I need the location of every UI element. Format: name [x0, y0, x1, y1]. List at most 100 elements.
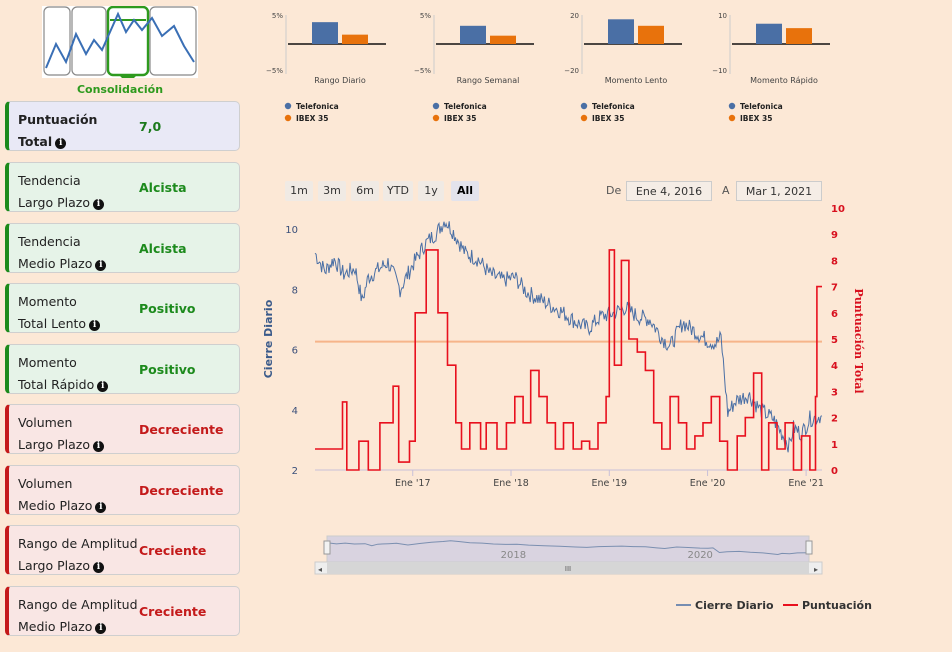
- range-button-6m[interactable]: 6m: [351, 181, 379, 201]
- y2-tick-label: 8: [831, 256, 838, 267]
- info-icon[interactable]: i: [95, 260, 107, 271]
- scroll-right-icon[interactable]: ▸: [814, 565, 818, 574]
- score-card-6: Volumen Medio Plazo i Decreciente: [5, 465, 240, 515]
- score-card-label: Tendencia Largo Plazo i: [18, 170, 104, 214]
- mini-bar-ibex[interactable]: [342, 34, 368, 44]
- navigator-right-handle[interactable]: [805, 540, 813, 555]
- info-icon[interactable]: i: [55, 138, 67, 149]
- mini-ytick-bottom: −20: [564, 67, 579, 75]
- score-card-label-line2: Largo Plazo: [18, 437, 90, 452]
- mini-chart-title: Momento Lento: [605, 76, 668, 85]
- mini-bar-telefonica[interactable]: [312, 22, 338, 44]
- x-tick-label: Ene '18: [493, 478, 529, 489]
- series-puntuacion[interactable]: [315, 249, 822, 471]
- score-card-label-line2: Total: [18, 134, 53, 149]
- to-date-input[interactable]: Mar 1, 2021: [736, 181, 822, 201]
- info-icon[interactable]: i: [97, 381, 109, 392]
- legend-label-telefonica[interactable]: Telefonica: [444, 102, 487, 111]
- y-tick-label: 6: [292, 346, 298, 357]
- info-icon[interactable]: i: [92, 441, 104, 452]
- y2-tick-label: 7: [831, 283, 838, 294]
- series-cierre-diario[interactable]: [314, 221, 823, 453]
- info-icon[interactable]: i: [95, 502, 107, 513]
- score-card-value: Alcista: [139, 240, 187, 256]
- navigator-series: [326, 540, 810, 556]
- score-card-label-line2: Medio Plazo: [18, 619, 93, 634]
- range-button-all[interactable]: All: [451, 181, 479, 201]
- mini-bar-ibex[interactable]: [786, 28, 812, 44]
- mini-bar-chart-0: 5% −5% Rango Diario Telefonica IBEX 35: [266, 12, 386, 123]
- y2-axis-title: Puntuación Total: [852, 288, 865, 393]
- score-card-label-line1: Rango de Amplitud: [18, 597, 138, 612]
- score-card-3: Momento Total Lento i Positivo: [5, 283, 240, 333]
- logo-caption: Consolidación: [76, 83, 164, 96]
- navigator-left-handle[interactable]: [323, 540, 331, 555]
- navigator[interactable]: [326, 535, 810, 563]
- legend-dot-telefonica: [728, 102, 736, 110]
- y2-tick-label: 1: [831, 440, 838, 451]
- consolidation-logo: [42, 5, 198, 84]
- range-button-3m[interactable]: 3m: [318, 181, 346, 201]
- legend-item-cierre-diario[interactable]: Cierre Diario: [695, 599, 774, 612]
- score-card-label-line1: Momento: [18, 294, 77, 309]
- legend-dot-ibex: [284, 114, 292, 122]
- y2-tick-label: 0: [831, 466, 838, 477]
- score-card-label: Puntuación Total i: [18, 109, 97, 153]
- from-date-input[interactable]: Ene 4, 2016: [626, 181, 712, 201]
- legend-dot-ibex: [580, 114, 588, 122]
- scroll-left-icon[interactable]: ◂: [318, 565, 322, 574]
- mini-bar-ibex[interactable]: [638, 25, 664, 44]
- info-icon[interactable]: i: [92, 562, 104, 573]
- navigator-label: 2020: [687, 550, 712, 561]
- to-label: A: [722, 184, 730, 197]
- navigator-label: 2018: [501, 550, 526, 561]
- x-tick-label: Ene '20: [690, 478, 726, 489]
- x-tick-label: Ene '21: [788, 478, 824, 489]
- range-button-1m[interactable]: 1m: [285, 181, 313, 201]
- score-card-7: Rango de Amplitud Largo Plazo i Creciente: [5, 525, 240, 575]
- info-icon[interactable]: i: [95, 623, 107, 634]
- score-card-8: Rango de Amplitud Medio Plazo i Creciente: [5, 586, 240, 636]
- legend-item-puntuacion[interactable]: Puntuación: [802, 599, 872, 612]
- score-card-label-line1: Tendencia: [18, 173, 81, 188]
- mini-bar-chart-2: 20 −20 Momento Lento Telefonica IBEX 35: [564, 12, 682, 123]
- y2-tick-label: 2: [831, 414, 838, 425]
- score-card-label-line2: Medio Plazo: [18, 498, 93, 513]
- score-card-label: Volumen Largo Plazo i: [18, 412, 104, 456]
- score-card-value: Decreciente: [139, 482, 224, 498]
- mini-bar-telefonica[interactable]: [756, 23, 782, 44]
- info-icon[interactable]: i: [89, 320, 101, 331]
- score-card-label-line1: Momento: [18, 355, 77, 370]
- score-card-label-line2: Medio Plazo: [18, 256, 93, 271]
- range-button-1y[interactable]: 1y: [418, 181, 444, 201]
- scrollbar-thumb[interactable]: [327, 562, 809, 574]
- consolidation-logo-graphic: [43, 5, 197, 84]
- y2-tick-label: 6: [831, 309, 838, 320]
- legend-label-ibex[interactable]: IBEX 35: [592, 114, 624, 123]
- score-card-value: Positivo: [139, 361, 196, 377]
- range-button-ytd[interactable]: YTD: [383, 181, 413, 201]
- mini-bar-telefonica[interactable]: [608, 19, 634, 44]
- score-card-4: Momento Total Rápido i Positivo: [5, 344, 240, 394]
- legend-label-ibex[interactable]: IBEX 35: [444, 114, 476, 123]
- legend-label-telefonica[interactable]: Telefonica: [296, 102, 339, 111]
- score-card-0: Puntuación Total i 7,0: [5, 101, 240, 151]
- score-card-label-line2: Total Lento: [18, 316, 87, 331]
- score-card-label: Momento Total Rápido i: [18, 352, 109, 396]
- score-card-label-line1: Puntuación: [18, 112, 98, 127]
- legend-label-ibex[interactable]: IBEX 35: [740, 114, 772, 123]
- scrollbar-grip-icon[interactable]: III: [565, 565, 571, 573]
- legend-label-telefonica[interactable]: Telefonica: [592, 102, 635, 111]
- mini-ytick-bottom: −5%: [414, 67, 431, 75]
- score-card-2: Tendencia Medio Plazo i Alcista: [5, 223, 240, 273]
- score-card-label-line1: Volumen: [18, 476, 73, 491]
- mini-bar-ibex[interactable]: [490, 35, 516, 44]
- mini-ytick-top: 5%: [272, 12, 283, 20]
- info-icon[interactable]: i: [92, 199, 104, 210]
- legend-label-ibex[interactable]: IBEX 35: [296, 114, 328, 123]
- score-card-label-line2: Total Rápido: [18, 377, 95, 392]
- mini-bar-telefonica[interactable]: [460, 25, 486, 44]
- legend-label-telefonica[interactable]: Telefonica: [740, 102, 783, 111]
- y2-tick-label: 4: [831, 361, 838, 372]
- score-card-value: Decreciente: [139, 421, 224, 437]
